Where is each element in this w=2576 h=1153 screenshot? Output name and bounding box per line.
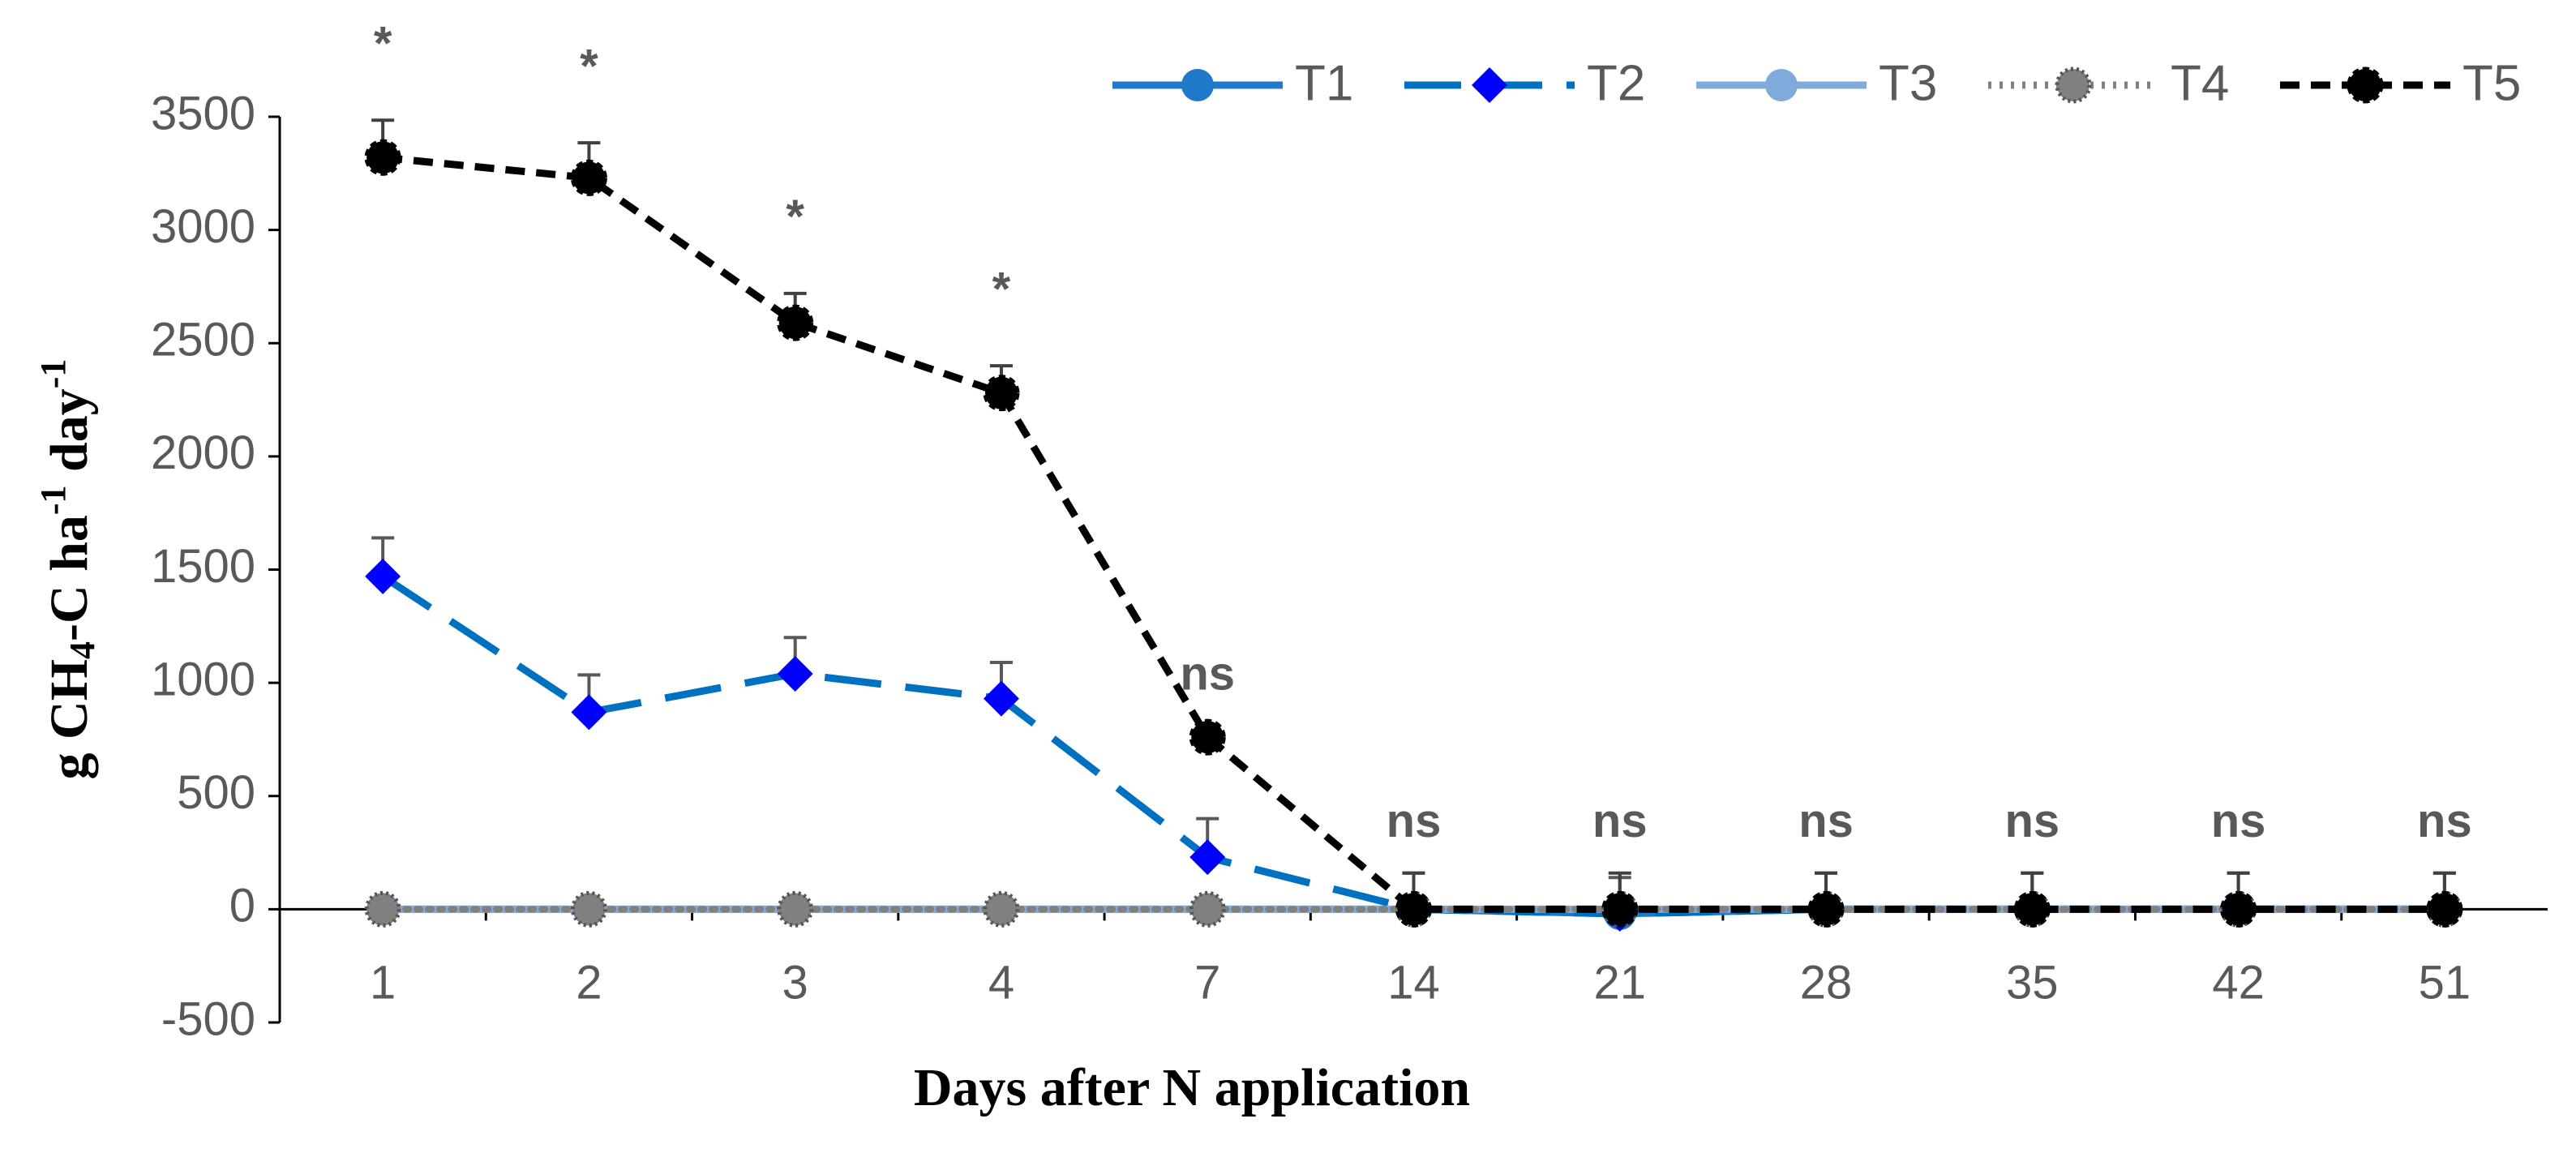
- data-point: [571, 694, 607, 731]
- data-point: [1395, 890, 1432, 928]
- y-tick-label: 1500: [151, 540, 255, 593]
- legend-marker: [2347, 66, 2384, 104]
- x-axis-title: Days after N application: [914, 1058, 1470, 1117]
- data-point: [2013, 890, 2051, 928]
- legend-entry: T2: [1404, 55, 1645, 111]
- series-line: [382, 153, 2445, 913]
- data-point: [2220, 890, 2257, 928]
- data-point: [1807, 890, 1845, 928]
- legend-entry: T1: [1112, 55, 1353, 111]
- x-tick-label: 21: [1594, 956, 1647, 1009]
- legend-label: T4: [2171, 55, 2229, 111]
- y-axis-title-part: -C ha: [40, 515, 99, 641]
- data-point: [1189, 839, 1226, 876]
- data-point: [570, 159, 607, 196]
- y-tick-label: 3500: [151, 87, 255, 139]
- significance-label: *: [580, 40, 598, 92]
- significance-label: ns: [1798, 795, 1854, 847]
- data-point: [570, 890, 607, 928]
- y-tick-label: 0: [229, 880, 255, 932]
- x-tick-label: 7: [1194, 956, 1220, 1009]
- significance-label: ns: [1180, 648, 1235, 701]
- y-axis-title-part: g CH: [40, 659, 99, 780]
- legend-label: T2: [1587, 55, 1645, 111]
- data-point: [1189, 890, 1226, 928]
- data-point: [1189, 718, 1226, 756]
- legend-marker: [2055, 66, 2092, 104]
- significance-label: *: [992, 264, 1011, 316]
- y-tick-label: -500: [161, 992, 255, 1045]
- y-tick-label: 500: [177, 766, 255, 819]
- legend-label: T1: [1295, 55, 1353, 111]
- y-axis-title: g CH4-C ha-1 day-1: [33, 359, 102, 780]
- data-point: [777, 655, 813, 692]
- legend-marker: [1181, 69, 1214, 101]
- legend-entry: T4: [1988, 55, 2229, 111]
- x-tick-label: 42: [2212, 956, 2265, 1009]
- x-tick-label: 14: [1387, 956, 1440, 1009]
- y-axis-title-part: 4: [62, 641, 102, 659]
- x-tick-label: 1: [370, 956, 396, 1009]
- data-point: [364, 890, 401, 928]
- significance-label: ns: [2211, 795, 2266, 847]
- data-point: [777, 304, 814, 341]
- data-point: [2426, 890, 2463, 928]
- legend-label: T3: [1879, 55, 1937, 111]
- significance-label: ns: [2417, 795, 2472, 847]
- y-axis-title-part: -1: [33, 359, 73, 389]
- significance-label: ns: [1592, 795, 1648, 847]
- y-axis-title-part: -1: [33, 485, 73, 515]
- data-point: [1601, 890, 1639, 928]
- legend-label: T5: [2462, 55, 2521, 111]
- y-tick-label: 2000: [151, 426, 255, 479]
- x-tick-label: 4: [988, 956, 1014, 1009]
- x-tick-label: 51: [2419, 956, 2471, 1009]
- significance-label: *: [374, 18, 392, 71]
- legend-entry: T5: [2280, 55, 2521, 111]
- legend-marker: [1765, 69, 1798, 101]
- y-tick-label: 3000: [151, 200, 255, 253]
- legend-marker: [1472, 67, 1507, 103]
- x-tick-label: 28: [1800, 956, 1853, 1009]
- y-axis-title-part: day: [40, 388, 99, 485]
- data-point: [983, 890, 1020, 928]
- y-tick-label: 1000: [151, 653, 255, 705]
- legend-entry: T3: [1696, 55, 1937, 111]
- x-tick-label: 35: [2006, 956, 2059, 1009]
- data-point: [777, 890, 814, 928]
- data-point: [364, 139, 401, 176]
- significance-label: ns: [1387, 795, 1442, 847]
- significance-label: *: [786, 191, 804, 243]
- x-tick-label: 2: [576, 956, 602, 1009]
- data-point: [365, 558, 401, 594]
- y-tick-label: 2500: [151, 314, 255, 366]
- data-point: [983, 680, 1019, 717]
- x-tick-label: 3: [782, 956, 808, 1009]
- data-point: [983, 375, 1020, 412]
- significance-label: ns: [2004, 795, 2060, 847]
